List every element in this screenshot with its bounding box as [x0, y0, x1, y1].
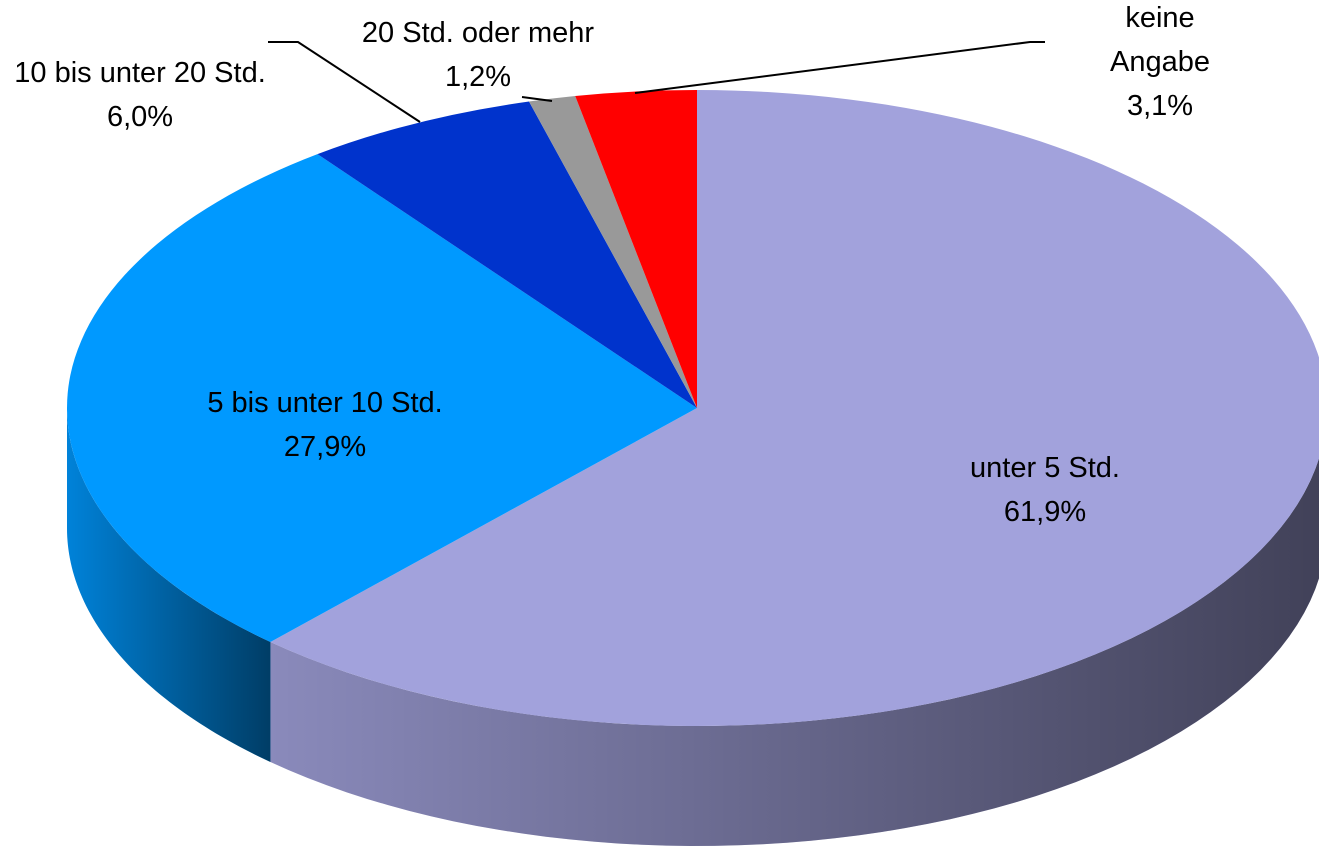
- slice-label: 20 Std. oder mehr 1,2%: [362, 11, 594, 99]
- value-label: 1,2%: [444, 61, 512, 93]
- pie-slice: [67, 154, 698, 643]
- value-label: 6,0%: [106, 101, 174, 133]
- leader-line: [521, 96, 553, 102]
- category-label: 10 bis unter 20 Std.: [14, 57, 266, 89]
- category-label: 20 Std. oder mehr: [361, 17, 595, 49]
- category-label: keine Angabe: [1110, 2, 1210, 78]
- value-label: 3,1%: [1126, 90, 1194, 122]
- value-label: 27,9%: [283, 431, 367, 463]
- category-label: 5 bis unter 10 Std.: [207, 387, 443, 419]
- value-label: 61,9%: [1003, 496, 1087, 528]
- leader-line: [634, 41, 1045, 94]
- slice-label: 5 bis unter 10 Std. 27,9%: [207, 381, 442, 469]
- pie-slice: [317, 101, 697, 408]
- pie-side-shade: [67, 408, 271, 763]
- slice-label: keine Angabe 3,1%: [1081, 0, 1240, 128]
- slice-label: unter 5 Std. 61,9%: [970, 446, 1120, 534]
- pie-slice: [270, 90, 1319, 726]
- pie-slice: [529, 96, 697, 408]
- leader-line: [268, 41, 421, 123]
- category-label: unter 5 Std.: [970, 452, 1120, 484]
- pie-slice: [575, 90, 697, 408]
- leader-lines: [268, 41, 1045, 123]
- pie-side-shade: [270, 458, 1319, 846]
- slice-label: 10 bis unter 20 Std. 6,0%: [5, 51, 275, 139]
